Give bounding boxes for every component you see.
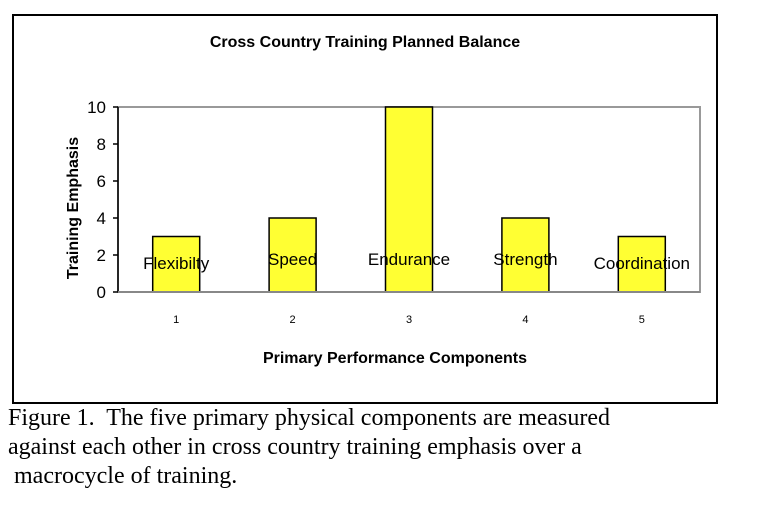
plot-area: 0 2 4 6 8 10 Flexibilty 1 Speed 2 Endurance 3 Streng… <box>87 98 701 326</box>
chart-title: Cross Country Training Planned Balance <box>209 34 521 51</box>
y-tick-label: 0 <box>97 283 106 302</box>
x-tick-label: 3 <box>406 314 412 326</box>
caption-line: Figure 1. The five primary physical comp… <box>8 405 611 431</box>
y-tick-label: 6 <box>97 172 106 191</box>
y-tick-label: 8 <box>97 135 106 154</box>
y-tick-label: 10 <box>87 98 106 117</box>
x-tick-label: 4 <box>522 314 528 326</box>
chart-frame: Cross Country Training Planned Balance T… <box>12 14 718 404</box>
x-tick-label: 2 <box>290 314 296 326</box>
bar <box>384 106 434 293</box>
bar <box>151 235 201 293</box>
x-axis-label: Primary Performance Components <box>262 350 528 367</box>
bar-label: Speed <box>268 250 317 269</box>
caption-line: against each other in cross country trai… <box>8 434 582 460</box>
caption-line: macrocycle of training. <box>8 463 238 489</box>
bar-label: Flexibilty <box>143 254 210 273</box>
y-tick-label: 2 <box>97 246 106 265</box>
bar-label: Endurance <box>368 250 450 269</box>
x-tick-label: 5 <box>639 314 645 326</box>
bar-label: Coordination <box>594 254 690 273</box>
x-tick-label: 1 <box>173 314 179 326</box>
bar-label: Strength <box>493 250 557 269</box>
figure-caption: Figure 1. The five primary physical comp… <box>8 404 774 491</box>
bar <box>617 235 667 293</box>
y-tick-label: 4 <box>97 209 106 228</box>
